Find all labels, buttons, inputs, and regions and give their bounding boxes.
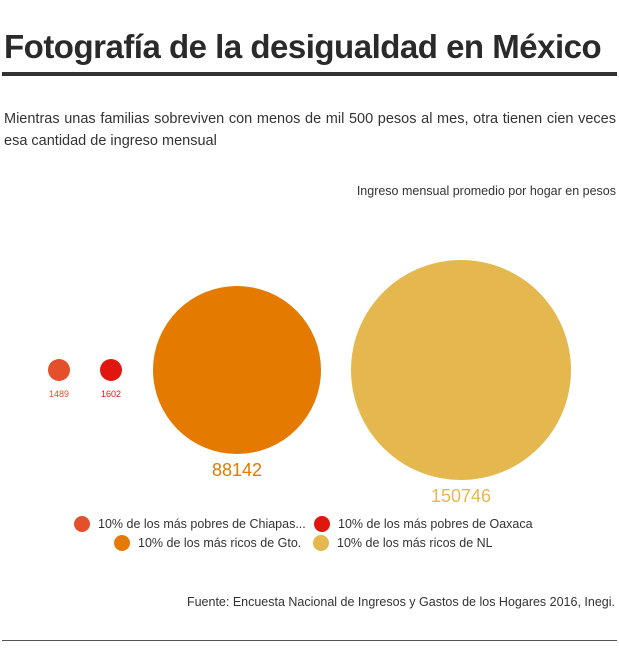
legend-label-chiapas: 10% de los más pobres de Chiapas... [98,517,306,531]
legend-item-oaxaca: 10% de los más pobres de Oaxaca [314,516,533,532]
legend-swatch-chiapas [74,516,90,532]
bubble-label-oaxaca: 1602 [101,389,121,399]
page-subtitle: Mientras unas familias sobreviven con me… [4,111,616,149]
bubble-label-nl: 150746 [431,486,491,506]
legend-swatch-oaxaca [314,516,330,532]
bubble-chart: Ingreso mensual promedio por hogar en pe… [48,184,616,506]
bubble-chiapas [48,359,70,381]
bubble-nl [351,260,571,480]
bubble-label-gto: 88142 [212,460,262,480]
bottom-divider [2,640,617,641]
page-title: Fotografía de la desigualdad en México [4,28,602,65]
legend-swatch-gto [114,535,130,551]
legend-swatch-nl [313,535,329,551]
source-note: Fuente: Encuesta Nacional de Ingresos y … [186,595,615,609]
legend-label-nl: 10% de los más ricos de NL [337,536,493,550]
bubble-gto [153,286,321,454]
legend-item-gto: 10% de los más ricos de Gto. [114,535,301,551]
bubble-label-chiapas: 1489 [49,389,69,399]
title-divider [2,72,617,76]
chart-title: Ingreso mensual promedio por hogar en pe… [357,184,616,198]
legend-item-nl: 10% de los más ricos de NL [313,535,493,551]
legend-item-chiapas: 10% de los más pobres de Chiapas... [74,516,306,532]
legend-label-gto: 10% de los más ricos de Gto. [138,536,302,550]
legend-label-oaxaca: 10% de los más pobres de Oaxaca [338,517,533,531]
bubble-oaxaca [100,359,122,381]
